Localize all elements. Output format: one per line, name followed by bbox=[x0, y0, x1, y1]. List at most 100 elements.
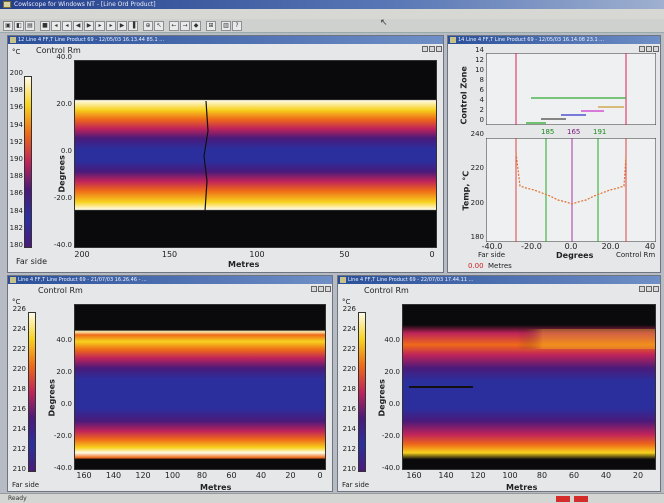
y-tick-label: 6 bbox=[479, 86, 484, 94]
control-zone-plot bbox=[486, 53, 656, 125]
thermal-window-bottom-right[interactable]: Line 4 FF,T Line Product 69 - 22/07/03 1… bbox=[337, 275, 661, 492]
window-title-bar[interactable]: 12 Line 4 FF,T Line Product 69 - 12/05/0… bbox=[8, 36, 443, 52]
open-button[interactable]: ▣ bbox=[3, 21, 13, 31]
y-tick-label: 8 bbox=[479, 76, 484, 84]
thermal-heatmap[interactable] bbox=[74, 304, 326, 470]
color-scale-bar bbox=[28, 312, 36, 472]
x-tick-label: 120 bbox=[135, 471, 151, 480]
y-tick-label: 0.0 bbox=[388, 400, 400, 408]
close-icon[interactable] bbox=[436, 46, 442, 52]
x-tick-label: 100 bbox=[502, 471, 518, 480]
x-axis-label: Degrees bbox=[556, 251, 594, 260]
window-title: Line 4 FF,T Line Product 69 - 21/07/03 1… bbox=[18, 277, 147, 283]
window-title-bar[interactable]: 14 Line 4 FF,T Line Product 69 - 12/05/0… bbox=[448, 36, 660, 52]
step-forward-button[interactable]: ▸ bbox=[95, 21, 105, 31]
app-icon bbox=[3, 1, 11, 8]
x-tick-label: 100 bbox=[249, 250, 265, 259]
minimize-icon[interactable] bbox=[422, 46, 428, 52]
window-title: 12 Line 4 FF,T Line Product 69 - 12/05/0… bbox=[18, 37, 165, 43]
y-tick-label: 10 bbox=[475, 66, 484, 74]
step-forward-2-button[interactable]: ▸ bbox=[106, 21, 116, 31]
window-title: 14 Line 4 FF,T Line Product 69 - 12/05/0… bbox=[458, 37, 605, 43]
app-title-bar: Cowlscope for Windows NT - [Line Ord Pro… bbox=[0, 0, 664, 9]
close-icon[interactable] bbox=[653, 286, 659, 292]
minimize-icon[interactable] bbox=[639, 286, 645, 292]
thermal-window-bottom-left[interactable]: Line 4 FF,T Line Product 69 - 21/07/03 1… bbox=[7, 275, 333, 492]
zoom-button[interactable]: ⊕ bbox=[143, 21, 153, 31]
scale-tick-label: 220 bbox=[12, 365, 26, 373]
y-tick-label: 40.0 bbox=[56, 53, 72, 61]
end-button[interactable]: ▐ bbox=[128, 21, 138, 31]
thermal-window-top-left[interactable]: 12 Line 4 FF,T Line Product 69 - 12/05/0… bbox=[7, 35, 444, 273]
x-tick-label: 60 bbox=[568, 471, 580, 480]
menu-bar: FileViewConfigureData ProcessingDisplayS… bbox=[0, 9, 664, 26]
x-tick-label: 160 bbox=[406, 471, 422, 480]
y-tick-label: 240 bbox=[470, 130, 484, 138]
window-icon bbox=[450, 37, 456, 43]
scale-tick-label: 212 bbox=[12, 445, 26, 453]
thermal-heatmap[interactable] bbox=[74, 60, 437, 248]
scale-tick-label: 194 bbox=[9, 120, 23, 129]
step-back-button[interactable]: ◂ bbox=[51, 21, 61, 31]
maximize-icon[interactable] bbox=[429, 46, 435, 52]
close-icon[interactable] bbox=[325, 286, 331, 292]
maximize-icon[interactable] bbox=[646, 286, 652, 292]
scale-tick-label: 184 bbox=[9, 206, 23, 215]
unit-label: °C bbox=[12, 298, 21, 306]
unit-label: °C bbox=[342, 298, 351, 306]
window-icon bbox=[340, 277, 346, 283]
x-tick-label: 50 bbox=[339, 250, 350, 259]
forward-button[interactable]: ▶ bbox=[117, 21, 127, 31]
scale-tick-label: 224 bbox=[342, 325, 356, 333]
stop-button[interactable]: ■ bbox=[40, 21, 50, 31]
y-tick-label: 0.0 bbox=[60, 147, 72, 155]
minimize-icon[interactable] bbox=[311, 286, 317, 292]
scale-tick-label: 224 bbox=[12, 325, 26, 333]
play-button[interactable]: ▶ bbox=[84, 21, 94, 31]
minimize-icon[interactable] bbox=[639, 46, 645, 52]
previous-button[interactable]: ← bbox=[169, 21, 179, 31]
mark-button[interactable]: ◆ bbox=[191, 21, 201, 31]
far-side-label: Far side bbox=[12, 481, 40, 489]
mouse-pointer-icon: ↖ bbox=[380, 18, 388, 28]
print-button[interactable]: ▤ bbox=[25, 21, 35, 31]
y-tick-label: -40.0 bbox=[53, 464, 72, 472]
save-button[interactable]: ◧ bbox=[14, 21, 24, 31]
close-icon[interactable] bbox=[653, 46, 659, 52]
control-room-label: Control Rm bbox=[38, 286, 83, 295]
toolbar: ▣ ◧ ▤ ■ ◂ ◂ ◀ ▶ ▸ ▸ ▶ ▐ ⊕ ↖ ← → ◆ ⊞ ▥ ? bbox=[0, 19, 664, 33]
window-title-bar[interactable]: Line 4 FF,T Line Product 69 - 22/07/03 1… bbox=[338, 276, 660, 292]
maximize-icon[interactable] bbox=[318, 286, 324, 292]
x-tick-label: 80 bbox=[536, 471, 548, 480]
thermal-heatmap[interactable] bbox=[402, 304, 656, 470]
far-side-label: Far side bbox=[342, 481, 370, 489]
profile-window-top-right[interactable]: 14 Line 4 FF,T Line Product 69 - 12/05/0… bbox=[447, 35, 661, 273]
x-tick-label: 120 bbox=[470, 471, 486, 480]
x-axis-label: Metres bbox=[228, 260, 260, 269]
maximize-icon[interactable] bbox=[646, 46, 652, 52]
x-tick-label: 40 bbox=[644, 242, 656, 251]
control-room-label: Control Rm bbox=[36, 46, 81, 55]
scale-tick-label: 216 bbox=[12, 405, 26, 413]
x-tick-label: 40 bbox=[600, 471, 612, 480]
rewind-button[interactable]: ◀ bbox=[73, 21, 83, 31]
cursor-button[interactable]: ↖ bbox=[154, 21, 164, 31]
window-title-bar[interactable]: Line 4 FF,T Line Product 69 - 21/07/03 1… bbox=[8, 276, 332, 292]
arrange-button[interactable]: ▥ bbox=[221, 21, 231, 31]
window-controls bbox=[638, 277, 659, 292]
x-tick-label: 0 bbox=[317, 471, 323, 480]
y-tick-label: 2 bbox=[479, 106, 484, 114]
snapshot-button[interactable]: ⊞ bbox=[206, 21, 216, 31]
x-tick-label: 80 bbox=[196, 471, 208, 480]
app-title: Cowlscope for Windows NT - [Line Ord Pro… bbox=[14, 1, 156, 8]
x-tick-label: 20.0 bbox=[601, 242, 620, 251]
y-tick-label: -40.0 bbox=[381, 464, 400, 472]
scale-tick-label: 220 bbox=[342, 365, 356, 373]
y-tick-label: 4 bbox=[479, 96, 484, 104]
next-button[interactable]: → bbox=[180, 21, 190, 31]
help-button[interactable]: ? bbox=[232, 21, 242, 31]
control-room-label: Control Rm bbox=[364, 286, 409, 295]
color-scale-bar bbox=[358, 312, 366, 472]
step-back-2-button[interactable]: ◂ bbox=[62, 21, 72, 31]
